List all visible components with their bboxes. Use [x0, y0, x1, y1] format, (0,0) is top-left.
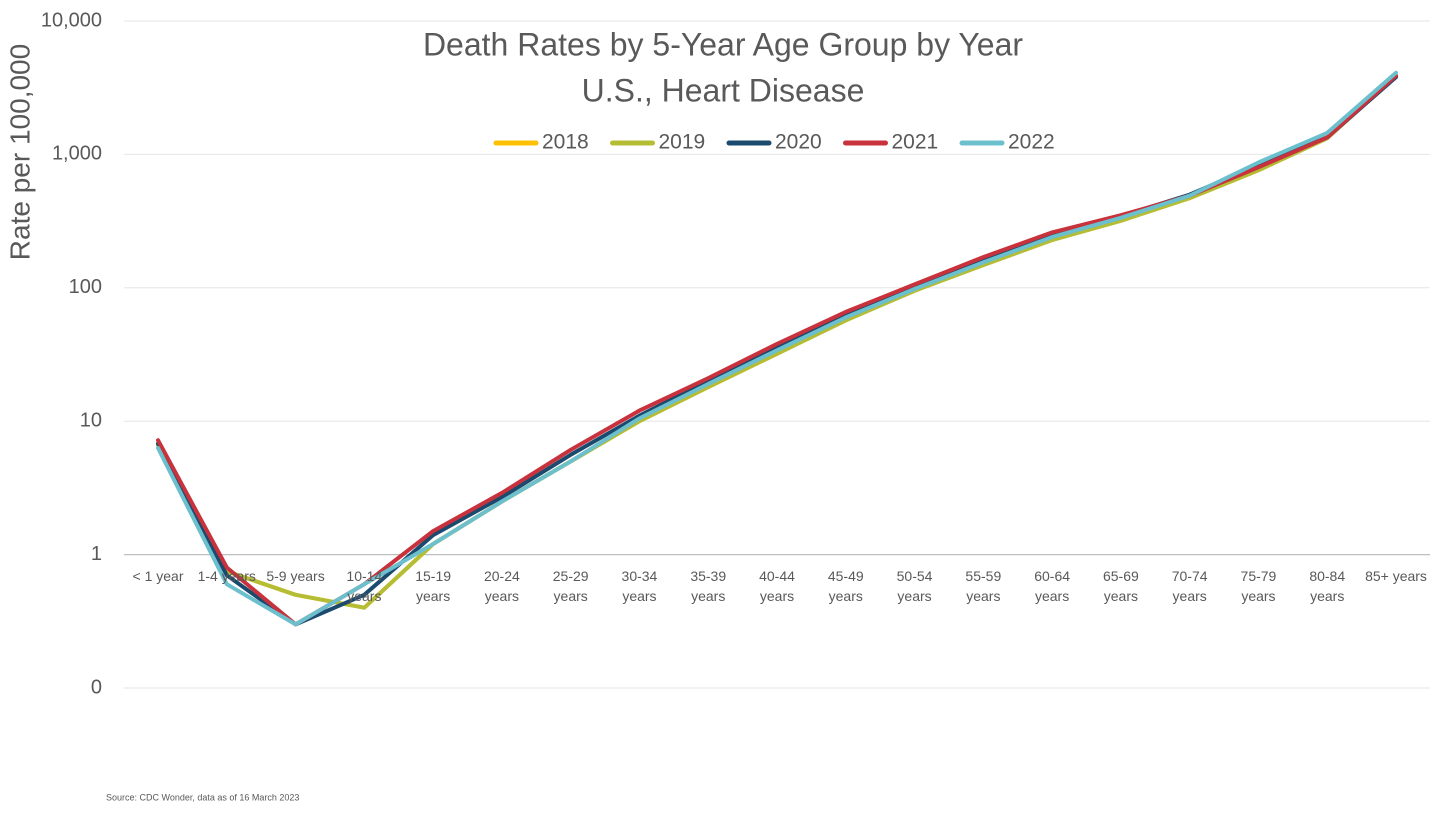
x-tick-label: 25-29 years — [552, 567, 589, 604]
x-tick-label: 5-9 years — [266, 567, 325, 584]
x-tick-label: 75-79 years — [1240, 567, 1277, 604]
chart-title: Death Rates by 5-Year Age Group by Year — [423, 26, 1023, 62]
x-tick-label: 10-14 years — [346, 567, 383, 604]
series-line — [156, 73, 1398, 610]
x-tick-label: 30-34 years — [621, 567, 658, 604]
x-tick-label: < 1 year — [132, 567, 184, 584]
x-tick-label: 15-19 years — [415, 567, 452, 604]
series-line — [156, 70, 1398, 627]
chart-subtitle: U.S., Heart Disease — [582, 72, 865, 108]
x-tick-label: 80-84 years — [1309, 567, 1346, 604]
x-tick-label: 1-4 years — [197, 567, 256, 584]
x-tick-label: 20-24 years — [483, 567, 520, 604]
x-tick-label: 35-39 years — [690, 567, 727, 604]
x-tick-label: 55-59 years — [965, 567, 1002, 604]
y-tick-label: 10 — [80, 409, 102, 431]
x-tick-label: 70-74 years — [1171, 567, 1208, 604]
x-tick-label: 65-69 years — [1102, 567, 1139, 604]
x-tick-label: 40-44 years — [759, 567, 795, 604]
y-tick-label: 100 — [69, 276, 102, 298]
y-axis-label: Rate per 100,000 — [4, 44, 35, 260]
x-tick-label: 50-54 years — [896, 567, 933, 604]
legend-label: 2019 — [659, 131, 706, 154]
y-tick-label: 0 — [91, 676, 102, 698]
legend-label: 2022 — [1008, 131, 1055, 154]
y-tick-label: 1,000 — [52, 143, 102, 165]
source-note: Source: CDC Wonder, data as of 16 March … — [106, 792, 299, 802]
legend-label: 2020 — [775, 131, 822, 154]
legend-label: 2021 — [892, 131, 939, 154]
x-tick-label: 45-49 years — [827, 567, 864, 604]
y-tick-label: 10,000 — [41, 9, 102, 31]
legend-label: 2018 — [542, 131, 589, 154]
series-line — [156, 73, 1398, 610]
x-tick-label: 60-64 years — [1034, 567, 1071, 604]
x-tick-label: 85+ years — [1365, 567, 1427, 584]
y-tick-label: 1 — [91, 543, 102, 565]
